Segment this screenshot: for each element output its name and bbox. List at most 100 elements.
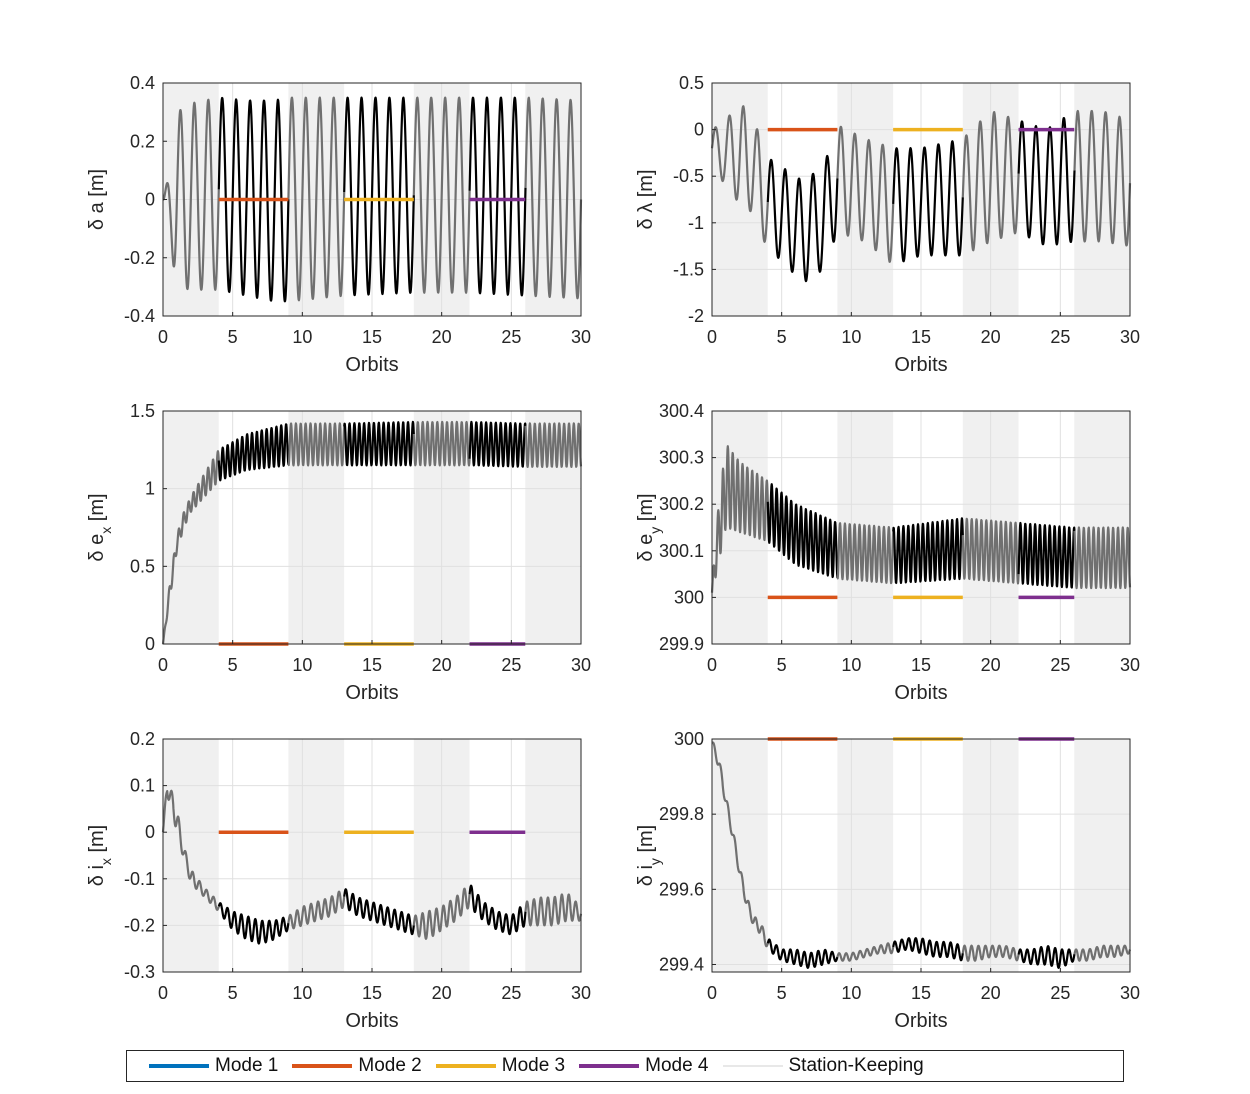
x-tick-label: 5: [228, 983, 238, 1003]
x-tick-label: 0: [158, 983, 168, 1003]
shaded-band: [163, 739, 219, 972]
legend-item-mode-4: Mode 4: [579, 1055, 709, 1077]
subplot-4: 0 5 10 15 20 25 30 299.9 300 300.1 300.2 300.3 300.4…: [635, 401, 1140, 704]
active-trace-segment: [766, 154, 839, 283]
x-axis-label: Orbits: [894, 1010, 947, 1032]
x-tick-label: 20: [981, 983, 1001, 1003]
subplot-1: 0 5 10 15 20 25 30 -0.4 -0.2 0 0.2 0.4 Orbits δ a [m]: [86, 73, 591, 376]
station-keeping-trace-segment: [412, 96, 471, 294]
y-tick-label: 299.9: [659, 634, 704, 654]
station-keeping-trace-segment: [961, 110, 1020, 252]
station-keeping-trace-segment: [162, 98, 220, 291]
y-tick-label: 1: [145, 479, 155, 499]
y-tick-label: 300.3: [659, 448, 704, 468]
station-keeping-trace-segment: [524, 893, 583, 927]
x-tick-label: 20: [432, 655, 452, 675]
y-tick-label: 300: [674, 729, 704, 749]
y-tick-label: -1.5: [673, 259, 704, 279]
legend-swatch-mode-3: [435, 1064, 496, 1068]
station-keeping-trace-segment: [836, 522, 895, 585]
x-axis-label: Orbits: [345, 354, 398, 376]
active-trace-segment: [217, 423, 290, 482]
y-axis-label: δ λ [m]: [635, 169, 657, 229]
x-tick-label: 5: [777, 655, 787, 675]
y-tick-label: 0: [145, 190, 155, 210]
station-keeping-trace-segment: [412, 887, 471, 940]
station-keeping-trace-segment: [524, 422, 583, 468]
x-tick-label: 5: [777, 327, 787, 347]
x-tick-label: 20: [432, 327, 452, 347]
station-keeping-trace-segment: [1073, 944, 1132, 962]
x-tick-label: 10: [841, 327, 861, 347]
x-tick-label: 0: [707, 327, 717, 347]
station-keeping-trace-segment: [524, 96, 583, 300]
x-tick-label: 5: [228, 655, 238, 675]
x-tick-label: 25: [501, 655, 521, 675]
x-tick-label: 25: [501, 327, 521, 347]
active-trace-segment: [468, 420, 527, 468]
x-tick-label: 10: [841, 655, 861, 675]
station-keeping-trace-segment: [836, 125, 895, 263]
y-tick-label: -0.3: [124, 962, 155, 982]
y-tick-label: 1.5: [130, 401, 155, 421]
y-axis-label: δ ex [m]: [86, 493, 114, 561]
shaded-band: [288, 739, 345, 972]
y-tick-label: -1: [688, 213, 704, 233]
station-keeping-trace-segment: [287, 422, 346, 467]
station-keeping-trace-segment: [1073, 109, 1132, 247]
legend-label-mode-3: Mode 3: [501, 1055, 566, 1076]
y-axis-label: δ ix [m]: [86, 825, 114, 886]
legend-swatch-mode-2: [292, 1064, 353, 1068]
x-tick-label: 0: [158, 655, 168, 675]
legend-item-mode-3: Mode 3: [435, 1055, 566, 1077]
x-tick-label: 15: [911, 655, 931, 675]
y-tick-label: 300: [674, 587, 704, 607]
legend-swatch-mode-4: [579, 1064, 640, 1068]
shaded-band: [712, 739, 768, 972]
x-tick-label: 30: [1120, 983, 1140, 1003]
y-tick-label: 0.2: [130, 131, 155, 151]
x-tick-label: 30: [571, 655, 591, 675]
y-axis-label: δ ey [m]: [635, 493, 663, 561]
x-axis-label: Orbits: [345, 682, 398, 704]
x-tick-label: 30: [571, 983, 591, 1003]
x-axis-label: Orbits: [894, 682, 947, 704]
shaded-band: [712, 83, 768, 316]
legend: Mode 1 Mode 2 Mode 3 Mode 4 Station-Keep…: [126, 1050, 1124, 1082]
legend-swatch-mode-1: [149, 1064, 209, 1068]
legend-item-mode-2: Mode 2: [292, 1055, 422, 1077]
y-tick-label: 0.5: [130, 556, 155, 576]
subplot-2: 0 5 10 15 20 25 30 -2 -1.5 -1 -0.5 0 0.5 Orbits δ λ [m…: [635, 73, 1140, 376]
y-tick-label: 299.8: [659, 804, 704, 824]
x-tick-label: 0: [707, 655, 717, 675]
x-axis-label: Orbits: [345, 1010, 398, 1032]
x-tick-label: 0: [158, 327, 168, 347]
y-tick-label: -0.2: [124, 248, 155, 268]
y-axis-label: δ iy [m]: [635, 825, 663, 886]
y-tick-label: 300.2: [659, 494, 704, 514]
x-tick-label: 15: [362, 655, 382, 675]
legend-swatch-station-keeping: [722, 1065, 783, 1067]
shaded-band: [163, 411, 219, 644]
station-keeping-trace-segment: [287, 96, 346, 302]
x-tick-label: 15: [362, 327, 382, 347]
x-tick-label: 10: [292, 983, 312, 1003]
active-trace-segment: [1017, 945, 1076, 969]
shaded-band: [525, 739, 581, 972]
x-tick-label: 25: [501, 983, 521, 1003]
y-tick-label: -0.5: [673, 166, 704, 186]
active-trace-segment: [1017, 521, 1076, 589]
subplot-6: 0 5 10 15 20 25 30 299.4 299.6 299.8 300 Orbits δ iy…: [635, 729, 1140, 1032]
y-tick-label: 0: [145, 634, 155, 654]
station-keeping-trace-segment: [710, 445, 769, 593]
active-trace-segment: [343, 888, 415, 936]
y-tick-label: 0.5: [679, 73, 704, 93]
x-tick-label: 25: [1050, 327, 1070, 347]
legend-item-station-keeping: Station-Keeping: [722, 1055, 924, 1077]
x-tick-label: 5: [777, 983, 787, 1003]
active-trace-segment: [892, 517, 964, 585]
station-keeping-trace-segment: [161, 450, 220, 645]
subplot-5: 0 5 10 15 20 25 30 -0.3 -0.2 -0.1 0 0.1 0.2 Orbits δ i…: [86, 729, 591, 1032]
x-tick-label: 20: [981, 327, 1001, 347]
